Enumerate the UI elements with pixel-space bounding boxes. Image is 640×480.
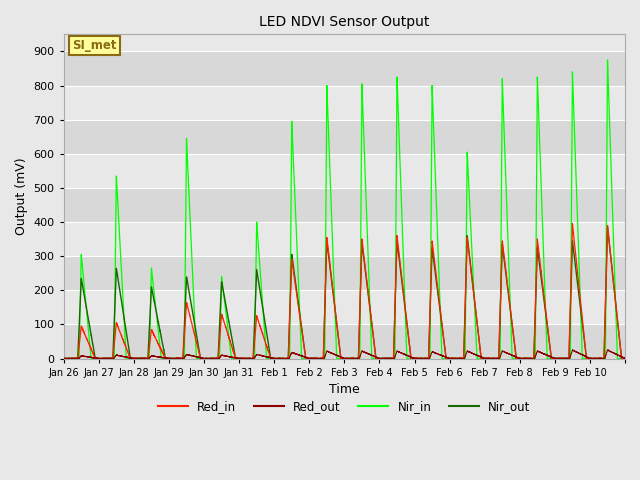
Nir_out [392,276,400,281]
Nir_in [392,234,399,240]
Nir_out [263,332,271,337]
Nir_in [60,356,68,361]
Bar [64,324,625,359]
Red_in [568,221,576,227]
Red_out [569,347,577,353]
Nir_out [604,224,611,230]
Bar [64,154,625,188]
Nir_out [88,337,96,343]
Legend: Red_in, Red_out, Nir_in, Nir_out: Red_in, Red_out, Nir_in, Nir_out [154,395,535,418]
Red_in [417,356,424,361]
Bar [64,35,625,51]
Red_in [392,272,400,278]
Red_in [60,356,68,361]
Line: Nir_out: Nir_out [64,227,625,359]
Nir_in [476,356,484,361]
Nir_out [60,356,68,361]
Red_in [621,355,629,361]
Title: LED NDVI Sensor Output: LED NDVI Sensor Output [259,15,429,29]
Red_out [392,351,400,357]
Nir_out [476,344,484,350]
Nir_out [417,356,424,361]
Nir_out [621,355,629,361]
Nir_in [621,356,629,361]
X-axis label: Time: Time [329,383,360,396]
Bar [64,222,625,256]
Bar [64,51,625,85]
Red_out [60,356,68,361]
Red_out [263,354,271,360]
Bar [64,256,625,290]
Y-axis label: Output (mV): Output (mV) [15,157,28,235]
Line: Red_in: Red_in [64,224,625,359]
Red_out [417,356,424,361]
Red_in [476,344,484,350]
Red_out [506,352,514,358]
Nir_in [604,57,611,63]
Nir_out [506,303,514,309]
Bar [64,188,625,222]
Red_in [506,302,514,308]
Red_out [88,355,96,360]
Nir_in [506,290,514,296]
Red_out [476,354,484,360]
Bar [64,290,625,324]
Line: Nir_in: Nir_in [64,60,625,359]
Red_in [60,356,68,361]
Nir_in [417,356,424,361]
Text: SI_met: SI_met [72,39,116,52]
Nir_out [60,356,68,361]
Red_in [263,344,271,350]
Bar [64,85,625,120]
Nir_in [88,356,96,361]
Nir_in [263,356,271,361]
Red_out [621,356,629,361]
Red_out [60,356,68,361]
Line: Red_out: Red_out [64,350,625,359]
Red_in [88,348,96,354]
Bar [64,120,625,154]
